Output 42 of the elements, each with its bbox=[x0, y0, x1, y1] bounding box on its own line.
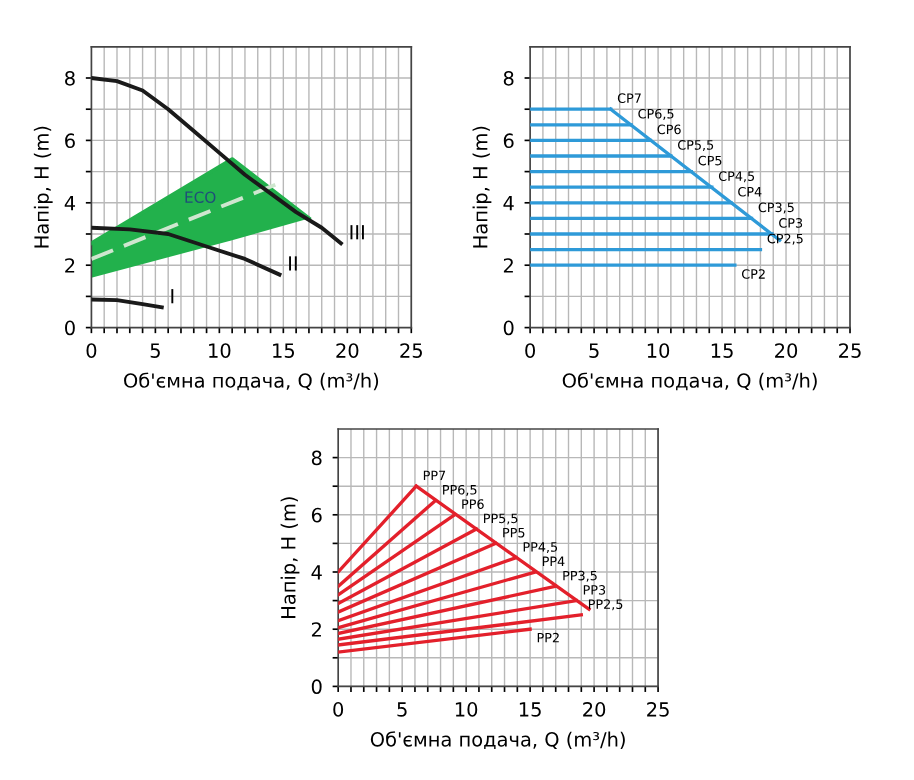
series-label: II bbox=[289, 256, 297, 271]
y-tick-label: 2 bbox=[503, 258, 513, 273]
x-tick-label: 10 bbox=[455, 702, 478, 717]
y-axis-title: Напір, H (m) bbox=[472, 126, 492, 248]
x-tick-label: 5 bbox=[150, 343, 160, 358]
x-tick-label: 15 bbox=[711, 343, 733, 358]
x-tick-label: 0 bbox=[525, 343, 536, 358]
x-tick-label: 15 bbox=[519, 702, 541, 717]
x-tick-label: 15 bbox=[273, 343, 295, 358]
y-tick-label: 8 bbox=[65, 70, 75, 86]
x-tick-label: 25 bbox=[839, 343, 861, 358]
x-tick-label: 0 bbox=[333, 702, 344, 717]
x-tick-label: 10 bbox=[647, 343, 670, 358]
y-axis-title: Напір, H (m) bbox=[33, 126, 53, 248]
x-tick-label: 5 bbox=[397, 702, 407, 717]
x-tick-label: 20 bbox=[775, 343, 798, 358]
series-label: III bbox=[350, 225, 364, 240]
y-tick-label: 4 bbox=[503, 196, 514, 211]
y-tick-label: 0 bbox=[311, 679, 322, 695]
y-tick-label: 2 bbox=[311, 622, 321, 637]
x-tick-label: 0 bbox=[86, 343, 97, 358]
x-tick-label: 25 bbox=[647, 702, 669, 717]
x-tick-label: 10 bbox=[209, 343, 231, 358]
y-tick-label: 8 bbox=[503, 70, 514, 86]
y-tick-label: 4 bbox=[64, 196, 76, 211]
y-tick-label: 8 bbox=[311, 450, 322, 466]
x-tick-label: 20 bbox=[583, 702, 606, 717]
y-tick-label: 6 bbox=[65, 133, 75, 149]
y-tick-label: 0 bbox=[503, 320, 514, 336]
x-axis-title: Об'ємна подача, Q (m³/h) bbox=[124, 372, 379, 391]
x-tick-label: 5 bbox=[589, 343, 599, 358]
x-tick-label: 20 bbox=[336, 343, 359, 358]
y-tick-label: 6 bbox=[311, 507, 322, 523]
x-axis-title: Об'ємна подача, Q (m³/h) bbox=[562, 372, 817, 391]
y-axis-title: Напір, H (m) bbox=[280, 497, 300, 618]
y-tick-label: 2 bbox=[65, 258, 75, 273]
x-axis-title: Об'ємна подача, Q (m³/h) bbox=[370, 731, 625, 750]
y-tick-label: 6 bbox=[503, 133, 514, 149]
y-tick-label: 4 bbox=[311, 565, 322, 580]
series-label: I bbox=[171, 289, 174, 304]
x-tick-label: 25 bbox=[400, 343, 422, 358]
y-tick-label: 0 bbox=[65, 320, 75, 336]
